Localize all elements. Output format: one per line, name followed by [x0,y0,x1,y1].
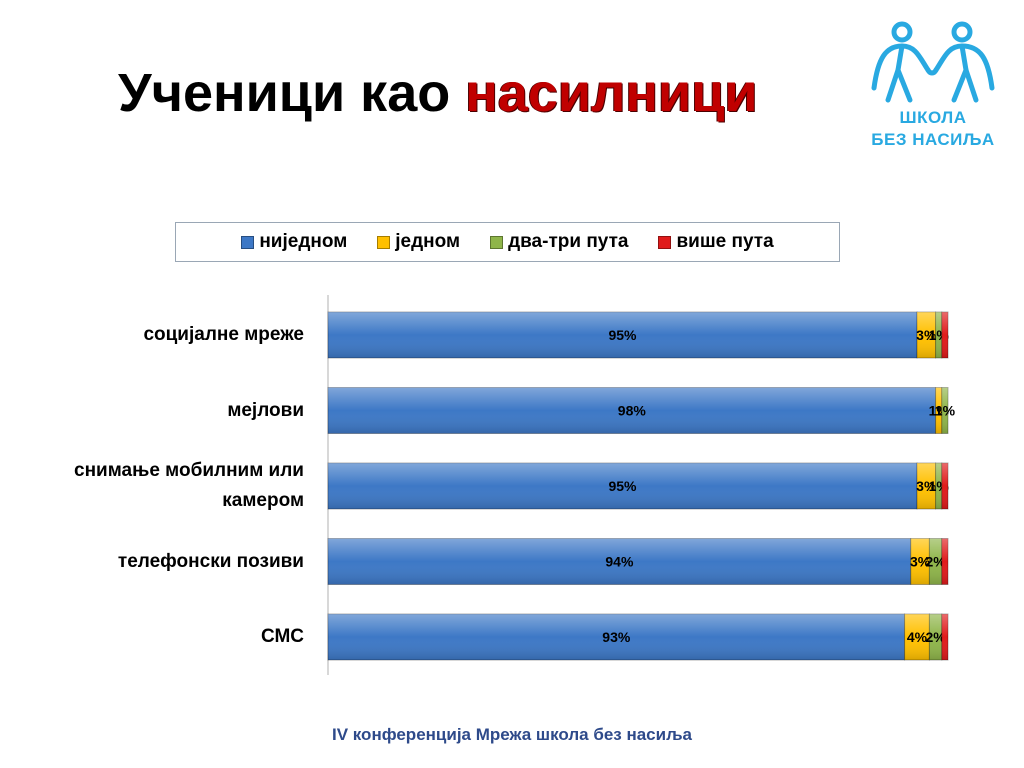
bar-segment-shade [328,463,917,509]
category-label: телефонски позиви [117,550,304,572]
category-label: социјалне мреже [143,324,304,345]
legend-item: ниједном [241,231,347,253]
legend-label: више пута [676,231,774,252]
bar-segment-shade [917,463,936,509]
slide-title: Ученици као насилници [118,62,758,124]
bar-segment-shade [941,312,948,358]
legend-label: једном [395,231,461,252]
data-label: 3% [910,554,931,570]
category-label: СМС [260,626,304,647]
bar-segment-shade [328,614,905,660]
stacked-bar-chart: 95% 3% 1% 98% 1% 1% 95% 3% 1% 94% 3% 2% 93% 4% 2% соци… [0,290,1024,690]
data-label: 1% [935,403,956,419]
logo-line-2: БЕЗ НАСИЉА [871,130,995,149]
legend-item: два-три пута [490,231,628,253]
bar-segment-shade [941,463,948,509]
data-label: 2% [925,554,946,570]
school-logo: ШКОЛА БЕЗ НАСИЉА [858,18,1008,158]
legend-swatch [241,235,255,249]
bar-segment-shade [941,538,948,585]
legend-swatch [490,235,504,249]
category-label: снимање мобилним или камером [74,460,304,511]
bar-segment-shade [935,312,942,358]
chart-canvas: 95% 3%1%98% 1%1%95% 3%1%94% 3%2%93% 4%2% [327,295,956,675]
data-label: 93% [602,629,631,645]
data-label: 4% [907,629,928,645]
data-label: 3% [916,478,937,494]
data-label: 94% [605,554,634,570]
legend-label: два-три пута [508,231,629,252]
bar-segment-shade [935,387,942,434]
bar-segment-shade [935,463,942,509]
bar-segment-shade [904,614,930,660]
data-label: 2% [925,629,946,645]
bar-segment-shade [910,538,930,585]
data-label: 95% [608,478,637,494]
title-part-2: насилници [465,63,758,123]
bar-segment-shade [941,614,948,660]
bar-segment-shade [929,538,942,585]
figures-icon [871,21,995,103]
data-label: 95% [608,327,637,343]
legend-swatch [658,235,672,249]
legend-item: више пута [658,231,774,253]
legend-item: једном [377,231,460,253]
category-label: мејлови [227,399,304,421]
logo-line-1: ШКОЛА [899,108,967,127]
slide-footer: IV конференција Мрежа школа без насиља [331,725,693,744]
bar-segment-shade [917,312,936,358]
bar-segment-shade [328,387,936,434]
bar-segment-shade [328,538,911,585]
legend-swatch [377,235,391,249]
legend-label: ниједном [259,231,348,252]
data-label: 3% [916,327,937,343]
bar-segment-shade [929,614,942,660]
bar-segment-shade [328,312,917,358]
data-label: 98% [618,403,647,419]
title-part-1: Ученици као [118,63,466,123]
chart-legend: ниједном једном два-три пута више пута [175,222,840,262]
bar-segment-shade [941,387,948,434]
